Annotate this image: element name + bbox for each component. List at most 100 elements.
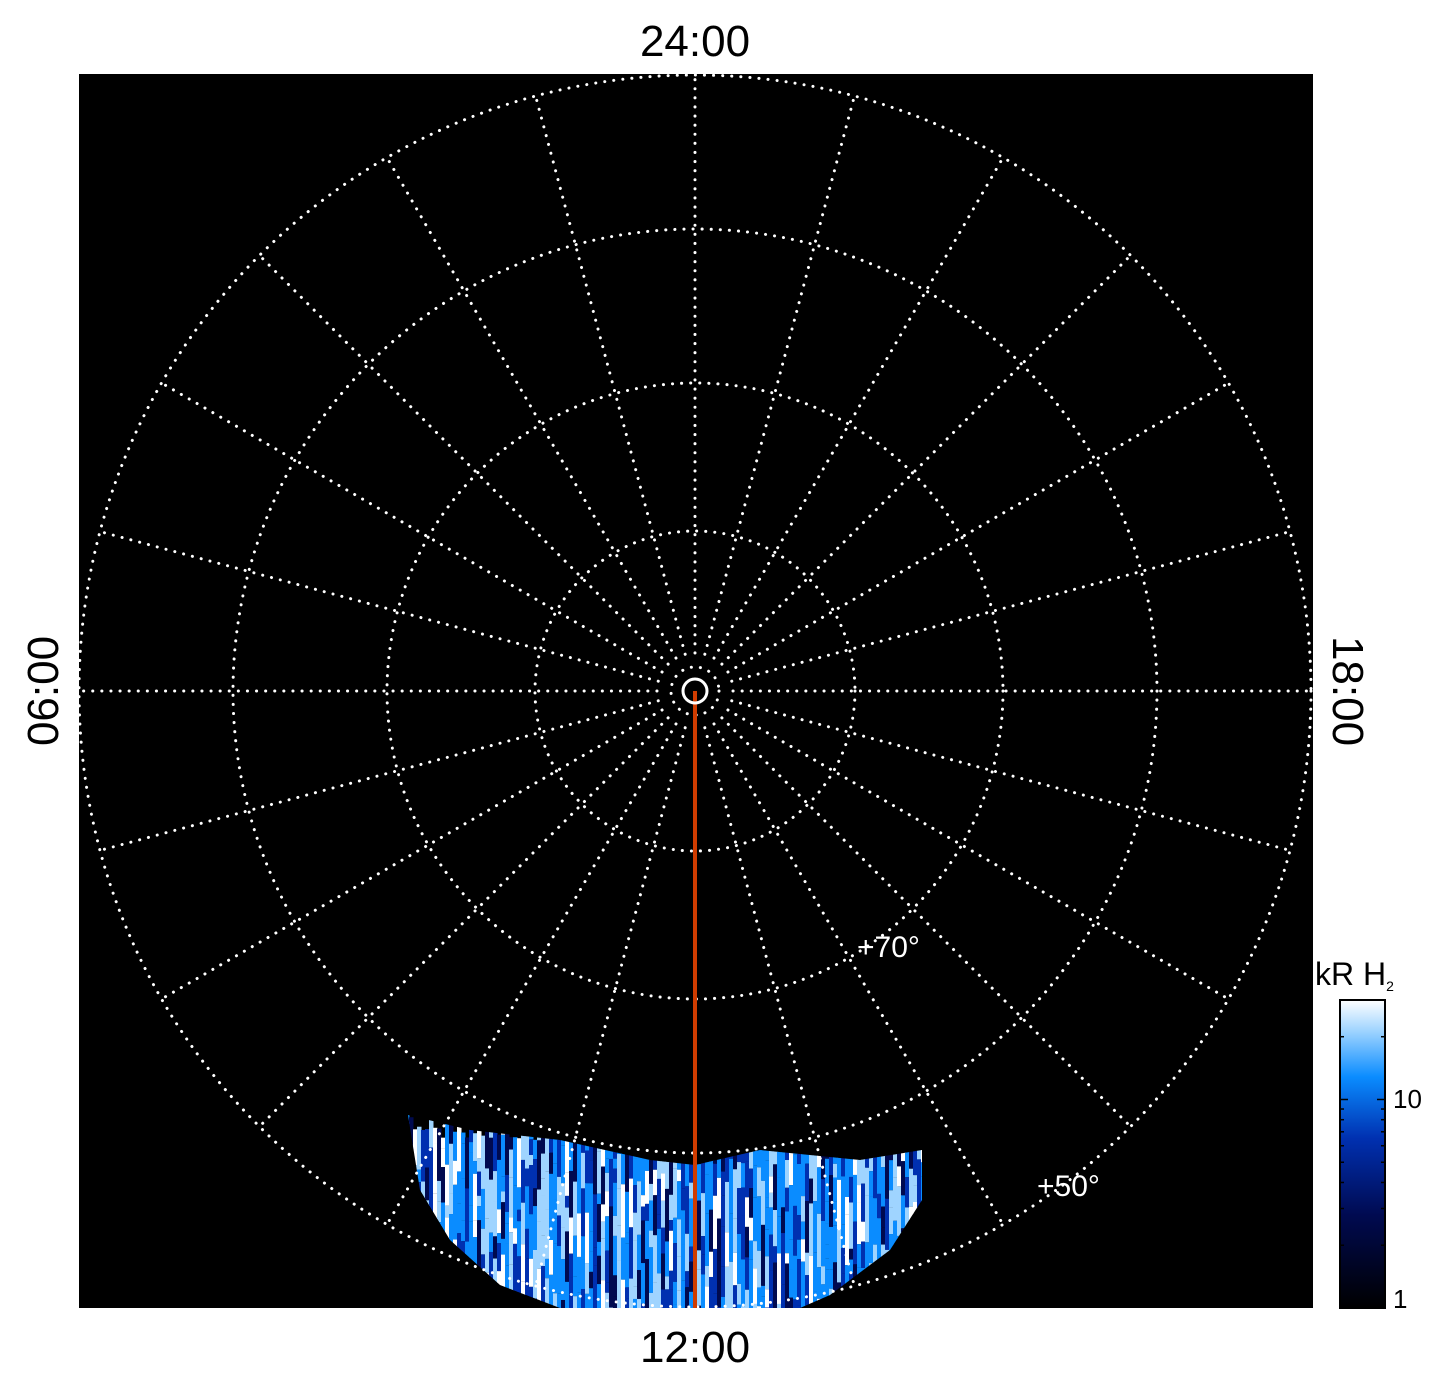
meridian-4 xyxy=(160,381,664,674)
emission-strip xyxy=(625,1298,630,1308)
emission-strip xyxy=(665,1188,670,1242)
emission-strip xyxy=(453,1307,458,1308)
emission-strip xyxy=(673,1243,678,1282)
emission-strip xyxy=(493,1201,498,1237)
emission-strip xyxy=(797,1259,802,1306)
emission-strip xyxy=(473,1161,478,1174)
emission-strip xyxy=(469,1205,474,1222)
emission-strip xyxy=(657,1214,662,1229)
emission-strip xyxy=(509,1149,514,1178)
emission-strip xyxy=(869,1196,874,1216)
emission-strip xyxy=(901,1195,906,1229)
emission-strip xyxy=(829,1269,834,1289)
emission-strip xyxy=(497,1233,502,1244)
emission-strip xyxy=(545,1171,550,1210)
emission-strip xyxy=(805,1163,810,1201)
emission-strip xyxy=(593,1194,598,1248)
emission-strip xyxy=(477,1206,482,1221)
emission-strip xyxy=(617,1260,622,1308)
emission-strip xyxy=(605,1158,610,1173)
emission-strip xyxy=(801,1196,806,1222)
emission-strip xyxy=(705,1286,710,1308)
emission-strip xyxy=(865,1167,870,1196)
emission-strip xyxy=(413,1129,418,1166)
emission-strip xyxy=(537,1268,542,1308)
emission-strip xyxy=(533,1159,538,1189)
emission-strip xyxy=(897,1166,902,1187)
emission-strip xyxy=(817,1213,822,1268)
emission-strip xyxy=(905,1309,910,1344)
emission-strip xyxy=(541,1153,546,1179)
emission-strip xyxy=(497,1243,502,1272)
emission-strip xyxy=(769,1207,774,1235)
emission-strip xyxy=(817,1167,822,1214)
emission-strip xyxy=(537,1140,542,1190)
colorbar-gradient xyxy=(1339,999,1386,1309)
emission-strip xyxy=(721,1171,726,1196)
emission-strip xyxy=(721,1226,726,1267)
emission-strip xyxy=(889,1190,894,1208)
emission-strip xyxy=(597,1255,602,1285)
emission-strip xyxy=(625,1243,630,1288)
emission-strip xyxy=(825,1269,830,1307)
label-24: 24:00 xyxy=(640,17,750,66)
emission-strip xyxy=(709,1251,714,1277)
emission-strip xyxy=(761,1130,766,1181)
emission-strip xyxy=(749,1259,754,1308)
emission-strip xyxy=(697,1269,702,1286)
emission-strip xyxy=(761,1296,766,1308)
emission-strip xyxy=(741,1163,746,1188)
emission-strip xyxy=(921,1300,922,1308)
emission-strip xyxy=(493,1236,498,1259)
emission-strip xyxy=(821,1179,826,1221)
emission-strip xyxy=(761,1285,766,1297)
emission-strip xyxy=(725,1266,730,1308)
emission-strip xyxy=(777,1253,782,1304)
emission-strip xyxy=(841,1248,846,1274)
emission-strip xyxy=(605,1282,610,1293)
pole-marker xyxy=(681,677,709,705)
emission-strip xyxy=(585,1183,590,1213)
emission-strip xyxy=(417,1126,422,1170)
emission-strip xyxy=(749,1240,754,1260)
emission-strip xyxy=(409,1117,414,1145)
emission-strip xyxy=(849,1157,854,1177)
emission-strip xyxy=(521,1128,526,1160)
emission-strip xyxy=(653,1195,658,1236)
emission-strip xyxy=(905,1177,910,1208)
emission-strip xyxy=(441,1167,446,1203)
emission-strip xyxy=(829,1226,834,1270)
emission-strip xyxy=(669,1230,674,1271)
emission-strip xyxy=(793,1255,798,1300)
emission-strip xyxy=(565,1231,570,1282)
emission-strip xyxy=(485,1168,490,1219)
polar-grid xyxy=(79,74,1313,1308)
emission-strip xyxy=(629,1227,634,1279)
emission-strip xyxy=(637,1234,642,1270)
lat-label-50: +50° xyxy=(1037,1170,1100,1203)
emission-strip xyxy=(649,1247,654,1293)
emission-strip xyxy=(553,1163,558,1200)
emission-strip xyxy=(421,1129,426,1182)
emission-strip xyxy=(601,1238,606,1281)
emission-strip xyxy=(565,1172,570,1196)
emission-strip xyxy=(689,1261,694,1292)
emission-strip xyxy=(781,1233,786,1285)
emission-strip xyxy=(477,1158,482,1172)
emission-strip xyxy=(441,1148,446,1168)
emission-strip xyxy=(913,1146,918,1176)
emission-strip xyxy=(661,1239,666,1254)
emission-strip xyxy=(849,1202,854,1249)
emission-strip xyxy=(685,1143,690,1187)
emission-strip xyxy=(461,1132,466,1144)
emission-strip xyxy=(509,1137,514,1150)
emission-strip xyxy=(457,1171,462,1204)
emission-strip xyxy=(437,1201,442,1223)
emission-strip xyxy=(833,1262,838,1308)
emission-strip xyxy=(785,1253,790,1264)
emission-strip xyxy=(509,1177,514,1218)
emission-strip xyxy=(629,1178,634,1228)
emission-strip xyxy=(765,1256,770,1290)
emission-strip xyxy=(777,1303,782,1308)
emission-strip xyxy=(765,1160,770,1198)
